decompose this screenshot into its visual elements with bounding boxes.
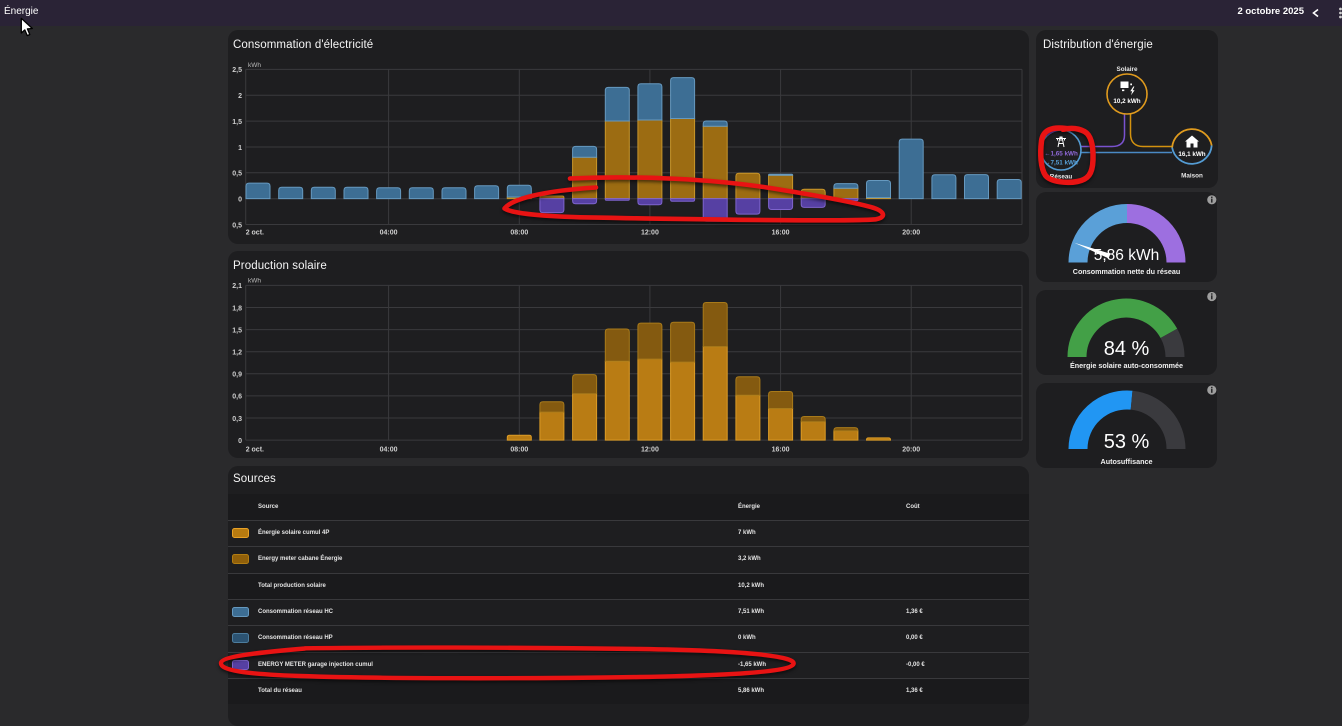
svg-text:0,9: 0,9 [232, 372, 242, 379]
svg-text:←1,65 kWh: ←1,65 kWh [1044, 151, 1078, 158]
svg-text:1,5: 1,5 [232, 327, 242, 334]
svg-text:04:00: 04:00 [380, 447, 398, 454]
svg-text:2,1: 2,1 [232, 283, 242, 290]
svg-text:16:00: 16:00 [772, 230, 790, 237]
svg-text:2,5: 2,5 [232, 67, 242, 74]
svg-text:0,3: 0,3 [232, 416, 242, 423]
svg-text:1,5: 1,5 [232, 119, 242, 126]
svg-text:12:00: 12:00 [641, 447, 659, 454]
svg-text:20:00: 20:00 [902, 447, 920, 454]
svg-text:04:00: 04:00 [380, 230, 398, 237]
svg-text:08:00: 08:00 [510, 230, 528, 237]
svg-text:2 oct.: 2 oct. [246, 447, 264, 454]
svg-text:Réseau: Réseau [1050, 174, 1073, 181]
svg-text:16,1 kWh: 16,1 kWh [1178, 151, 1205, 158]
svg-text:2: 2 [238, 93, 242, 100]
svg-text:Maison: Maison [1181, 173, 1203, 180]
svg-text:1: 1 [238, 145, 242, 152]
svg-text:08:00: 08:00 [510, 447, 528, 454]
svg-text:→7,51 kWh: →7,51 kWh [1044, 160, 1078, 167]
svg-text:0: 0 [238, 197, 242, 204]
svg-text:20:00: 20:00 [902, 230, 920, 237]
svg-text:kWh: kWh [248, 62, 261, 69]
svg-text:0,5: 0,5 [232, 222, 242, 229]
svg-text:2 oct.: 2 oct. [246, 230, 264, 237]
svg-text:10,2 kWh: 10,2 kWh [1113, 98, 1140, 105]
svg-text:12:00: 12:00 [641, 230, 659, 237]
svg-text:kWh: kWh [248, 278, 261, 285]
svg-text:Solaire: Solaire [1117, 66, 1138, 73]
svg-text:0,5: 0,5 [232, 171, 242, 178]
svg-text:0,6: 0,6 [232, 394, 242, 401]
svg-text:1,8: 1,8 [232, 305, 242, 312]
svg-text:16:00: 16:00 [772, 447, 790, 454]
svg-text:1,2: 1,2 [232, 350, 242, 357]
svg-text:0: 0 [238, 438, 242, 445]
